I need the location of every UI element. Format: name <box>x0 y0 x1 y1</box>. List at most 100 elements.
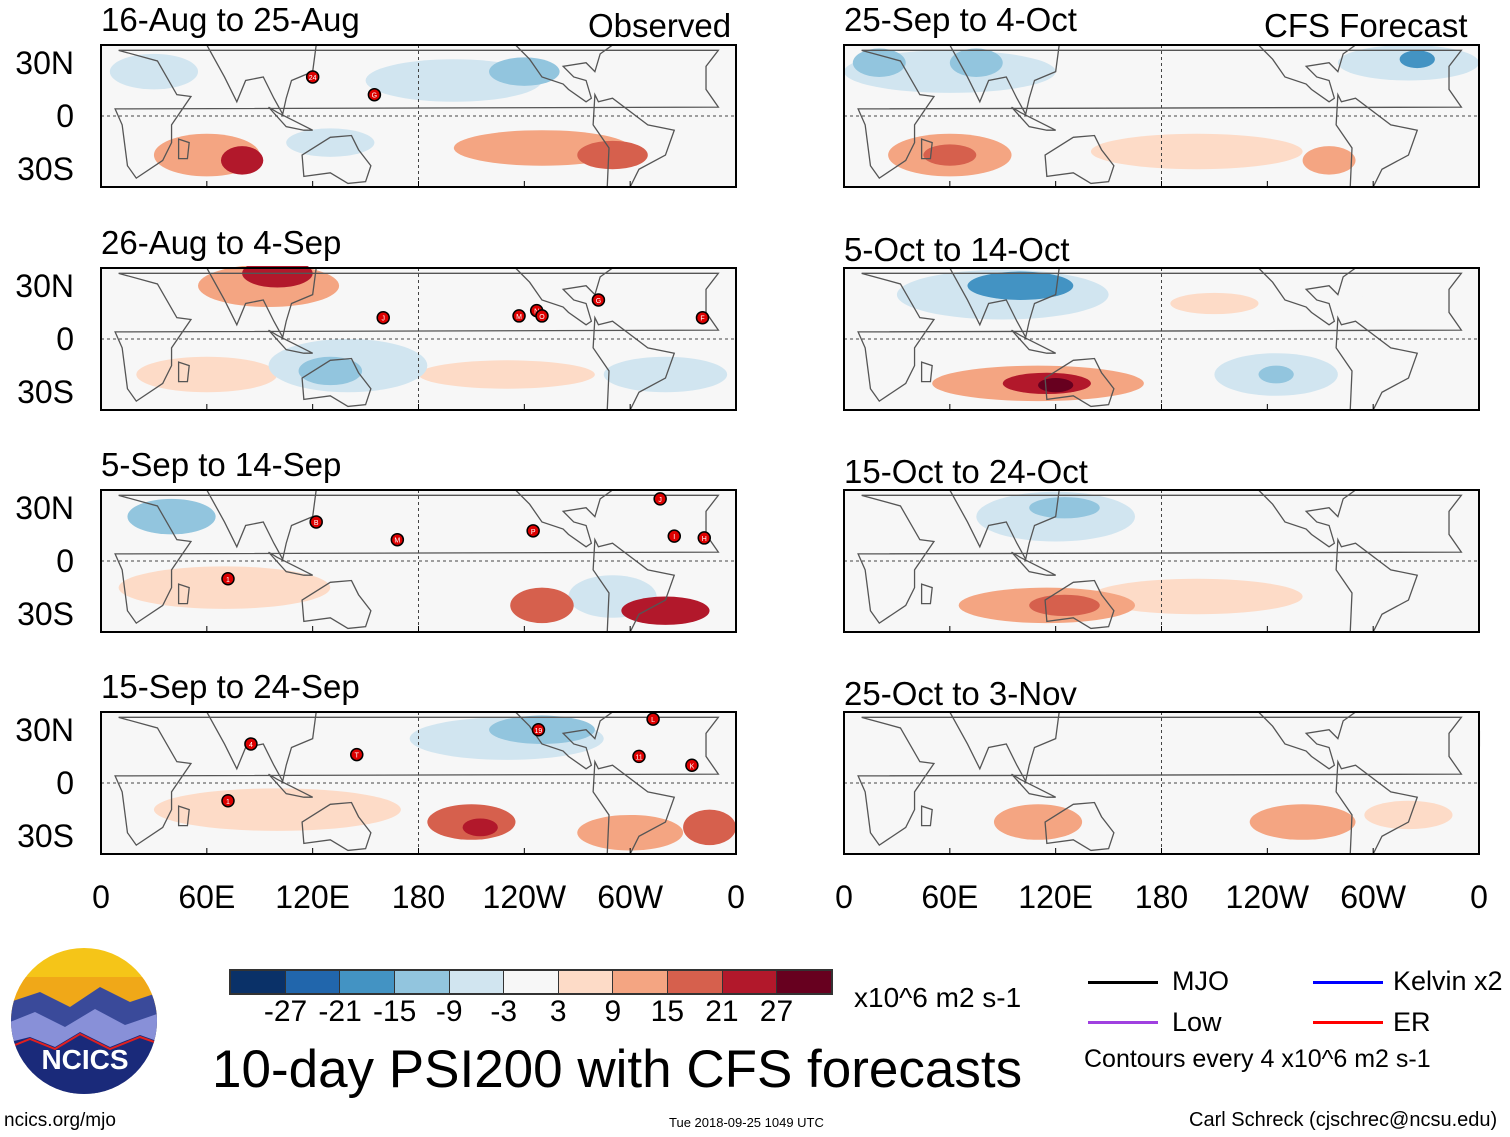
coastline <box>513 711 615 770</box>
storm-label: 11 <box>635 754 642 761</box>
coastline <box>1044 579 1115 630</box>
tropical-storm-marker: P <box>526 524 540 538</box>
colorbar-swatch <box>449 971 505 993</box>
map-panel: 4 1 T 19 L 11 K <box>100 711 737 855</box>
tropical-storm-marker: I <box>667 529 682 543</box>
coastline <box>1011 551 1056 576</box>
positive-anomaly <box>923 144 977 166</box>
map-panel <box>843 267 1480 411</box>
coastline <box>857 716 1463 847</box>
coastline <box>1011 106 1056 131</box>
coastline <box>114 716 720 847</box>
colorbar-swatch <box>777 971 832 993</box>
lat-label: 30N <box>15 267 74 304</box>
coastline <box>920 138 933 160</box>
coastline <box>114 494 720 625</box>
tropical-storm-marker: 4 <box>244 737 258 751</box>
colorbar-swatch <box>613 971 669 993</box>
storm-label: I <box>673 534 675 541</box>
positive-anomaly <box>1090 578 1303 615</box>
coastline <box>114 272 720 403</box>
panel-title: 5-Oct to 14-Oct <box>844 231 1070 268</box>
coastline <box>857 49 1463 180</box>
coastline <box>920 805 933 827</box>
storm-label: P <box>531 529 536 536</box>
map-panel <box>843 489 1480 633</box>
tropical-storm-marker: O <box>535 309 549 323</box>
coastline <box>857 272 1463 403</box>
colorbar-tick-label: -15 <box>372 995 417 1028</box>
tropical-storm-marker: B <box>309 515 323 529</box>
lat-label: 30N <box>15 711 74 748</box>
coastline <box>1044 134 1115 185</box>
panel-title: 25-Oct to 3-Nov <box>844 675 1077 712</box>
credit: Carl Schreck (cjschrec@ncsu.edu) <box>1189 1109 1498 1131</box>
negative-anomaly <box>109 53 199 90</box>
colorbar-tick-label: -9 <box>435 995 463 1028</box>
mjo-legend-label: MJO <box>1172 966 1229 996</box>
tropical-storm-marker: 19 <box>531 723 546 737</box>
negative-anomaly <box>949 48 1003 77</box>
panel-title: 25-Sep to 4-Oct <box>844 1 1077 38</box>
coastline <box>301 801 372 852</box>
positive-anomaly <box>1090 133 1303 170</box>
positive-anomaly <box>242 266 313 288</box>
storm-label: L <box>651 717 655 724</box>
lat-label: 0 <box>56 765 74 801</box>
tropical-storm-marker: M <box>512 309 526 323</box>
map-panel: JMNOGF <box>100 266 737 411</box>
coastline <box>905 489 1060 562</box>
panel-title: 16-Aug to 25-Aug <box>101 1 360 38</box>
colorbar-swatch <box>504 971 559 993</box>
ncics-link[interactable]: ncics.org/mjo <box>4 1110 116 1131</box>
colorbar-tick-label: -21 <box>318 995 362 1028</box>
negative-anomaly <box>1399 724 1481 753</box>
colorbar-swatch <box>394 971 450 993</box>
colorbar-swatch <box>558 971 614 993</box>
storm-label: 1 <box>226 799 230 806</box>
lon-label: 180 <box>391 879 446 915</box>
negative-anomaly <box>603 356 728 393</box>
coastline <box>905 267 1060 340</box>
coastline <box>268 329 313 354</box>
negative-anomaly <box>1029 497 1100 519</box>
positive-anomaly <box>1364 800 1453 830</box>
tropical-storm-marker: M <box>390 532 405 547</box>
coastline <box>513 44 615 103</box>
coastline <box>268 551 313 576</box>
positive-anomaly <box>220 146 264 175</box>
tropical-storm-marker: G <box>591 293 606 307</box>
coastline <box>592 315 676 411</box>
coastline <box>1011 773 1056 798</box>
lon-label: 60E <box>921 879 979 915</box>
tropical-storm-marker: T <box>350 747 364 762</box>
tropical-storm-marker: J <box>653 492 667 506</box>
tropical-storm-marker: L <box>646 712 660 726</box>
tropical-storm-marker: 24 <box>305 70 320 84</box>
lon-label: 120E <box>275 879 351 915</box>
coastline <box>301 579 372 630</box>
er-legend-line <box>1313 1021 1383 1024</box>
positive-anomaly <box>153 788 401 831</box>
coastline <box>1335 92 1419 188</box>
coastline <box>1335 537 1419 633</box>
lon-label: 180 <box>1134 879 1189 915</box>
ncics-logo: NCICS <box>11 948 157 1094</box>
tropical-storm-marker: 1 <box>221 794 235 808</box>
forecast-label: CFS Forecast <box>1264 7 1468 44</box>
positive-anomaly <box>1302 146 1356 175</box>
tropical-storm-marker: K <box>685 758 699 772</box>
tropical-storm-marker: G <box>367 87 382 102</box>
storm-label: J <box>381 316 385 323</box>
colorbar-swatch <box>231 971 286 993</box>
storm-label: G <box>372 93 377 100</box>
storm-label: F <box>700 316 704 323</box>
storm-label: H <box>702 536 707 543</box>
coastline <box>1256 267 1358 326</box>
tropical-storm-marker: H <box>697 531 711 545</box>
negative-anomaly <box>967 271 1074 300</box>
colorbar-tick-label: 3 <box>549 995 567 1028</box>
lon-label: 0 <box>727 879 745 915</box>
positive-anomaly <box>621 596 710 625</box>
low-legend-line <box>1088 1021 1158 1024</box>
